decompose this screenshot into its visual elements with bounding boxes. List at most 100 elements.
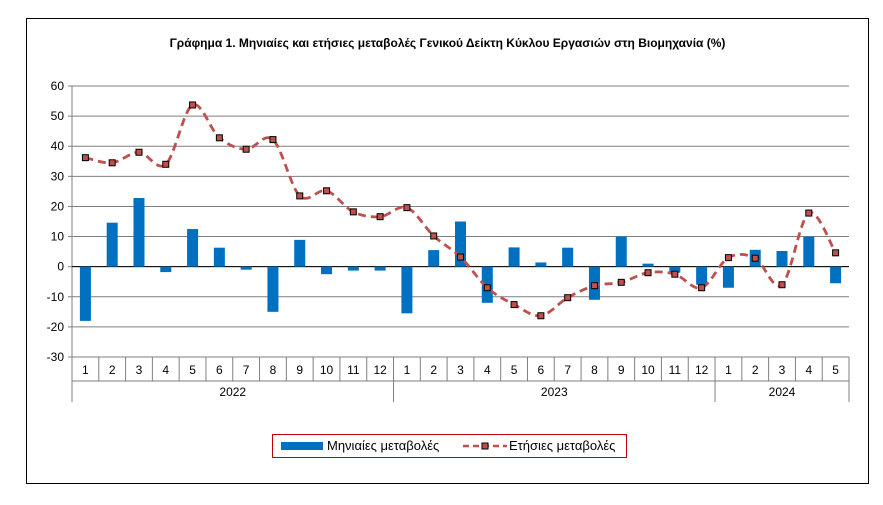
x-tick-label: 2 <box>430 363 437 377</box>
point-annual <box>698 284 706 292</box>
bar-monthly <box>79 266 91 321</box>
point-annual <box>778 281 786 289</box>
point-annual <box>162 160 170 168</box>
bar-monthly <box>562 247 574 267</box>
x-tick-label: 9 <box>296 363 303 377</box>
point-annual <box>644 269 652 277</box>
y-tick-label: -20 <box>47 320 65 334</box>
bar-monthly <box>803 236 815 267</box>
point-annual <box>403 204 411 212</box>
bar-monthly <box>455 221 466 267</box>
x-tick-label: 9 <box>618 363 625 377</box>
point-annual <box>457 253 464 261</box>
point-annual <box>510 301 518 309</box>
point-annual <box>617 278 625 286</box>
point-annual <box>832 249 840 257</box>
bar-monthly <box>508 247 520 267</box>
x-tick-label: 5 <box>832 363 839 377</box>
bar-monthly <box>722 266 734 288</box>
x-tick-label: 2 <box>109 363 116 377</box>
x-tick-label: 6 <box>216 363 223 377</box>
bar-monthly <box>535 262 547 267</box>
y-tick-label: 30 <box>51 169 65 183</box>
x-tick-label: 5 <box>189 363 196 377</box>
legend-label-annual: Ετήσιες μεταβολές <box>509 438 616 453</box>
x-tick-label: 7 <box>243 363 250 377</box>
bar-monthly <box>374 266 386 271</box>
bar-monthly <box>267 266 279 312</box>
bar-monthly <box>830 266 842 284</box>
x-tick-label: 10 <box>320 363 334 377</box>
x-tick-label: 1 <box>404 363 411 377</box>
y-tick-label: 60 <box>51 79 65 93</box>
point-annual <box>376 213 384 221</box>
y-tick-label: 40 <box>51 139 65 153</box>
x-tick-label: 12 <box>695 363 709 377</box>
bar-monthly <box>294 239 306 267</box>
x-tick-label: 1 <box>82 363 89 377</box>
legend-bar-swatch <box>281 441 323 450</box>
point-annual <box>296 192 304 200</box>
point-annual <box>805 209 813 217</box>
point-annual <box>189 101 197 109</box>
x-tick-label: 3 <box>779 363 786 377</box>
point-annual <box>242 145 250 153</box>
x-tick-label: 2 <box>752 363 759 377</box>
point-annual <box>537 312 545 320</box>
point-annual <box>135 148 143 156</box>
y-tick-label: 0 <box>57 260 64 274</box>
bar-monthly <box>776 251 788 267</box>
bar-monthly <box>401 266 413 314</box>
bar-monthly <box>347 266 359 271</box>
y-tick-label: 20 <box>51 199 65 213</box>
bar-monthly <box>321 266 333 275</box>
x-tick-label: 6 <box>538 363 545 377</box>
point-annual <box>215 134 223 142</box>
x-tick-label: 3 <box>457 363 464 377</box>
bar-monthly <box>160 266 172 273</box>
x-tick-label: 10 <box>641 363 655 377</box>
x-tick-label: 7 <box>564 363 571 377</box>
legend-line-swatch <box>463 442 507 449</box>
bar-monthly <box>669 266 681 273</box>
point-annual <box>349 208 357 216</box>
y-tick-label: 50 <box>51 109 65 123</box>
point-annual <box>483 284 491 292</box>
x-tick-label: 4 <box>162 363 169 377</box>
bar-monthly <box>213 247 225 267</box>
point-annual <box>751 254 759 262</box>
x-tick-label: 4 <box>484 363 491 377</box>
x-tick-label: 3 <box>136 363 143 377</box>
point-annual <box>430 232 438 240</box>
bar-monthly <box>240 266 252 270</box>
legend-item-annual: Ετήσιες μεταβολές <box>461 438 615 453</box>
point-annual <box>671 270 679 278</box>
x-tick-label: 11 <box>347 363 360 377</box>
legend-item-monthly: Μηνιαίες μεταβολές <box>281 438 439 453</box>
bar-monthly <box>428 250 440 267</box>
x-tick-label: 4 <box>805 363 812 377</box>
bar-monthly <box>187 229 199 267</box>
bar-monthly <box>106 222 118 267</box>
point-annual <box>590 282 598 290</box>
chart-legend: Μηνιαίες μεταβολές Ετήσιες μεταβολές <box>272 434 627 458</box>
x-tick-label: 12 <box>373 363 387 377</box>
y-tick-label: 10 <box>51 230 65 244</box>
x-tick-label: 8 <box>591 363 598 377</box>
group-label: 2022 <box>219 385 246 399</box>
point-annual <box>81 154 89 162</box>
group-label: 2024 <box>769 385 796 399</box>
chart-title: Γράφημα 1. Μηνιαίες και ετήσιες μεταβολέ… <box>169 36 726 50</box>
y-tick-label: -30 <box>47 350 65 364</box>
bar-monthly <box>615 236 627 267</box>
point-annual <box>108 159 116 167</box>
x-tick-label: 1 <box>725 363 732 377</box>
y-tick-label: -10 <box>47 290 65 304</box>
point-annual <box>724 254 732 262</box>
x-tick-label: 8 <box>270 363 277 377</box>
point-annual <box>564 294 572 302</box>
x-tick-label: 11 <box>669 363 682 377</box>
bar-monthly <box>696 266 708 285</box>
point-annual <box>269 136 277 144</box>
